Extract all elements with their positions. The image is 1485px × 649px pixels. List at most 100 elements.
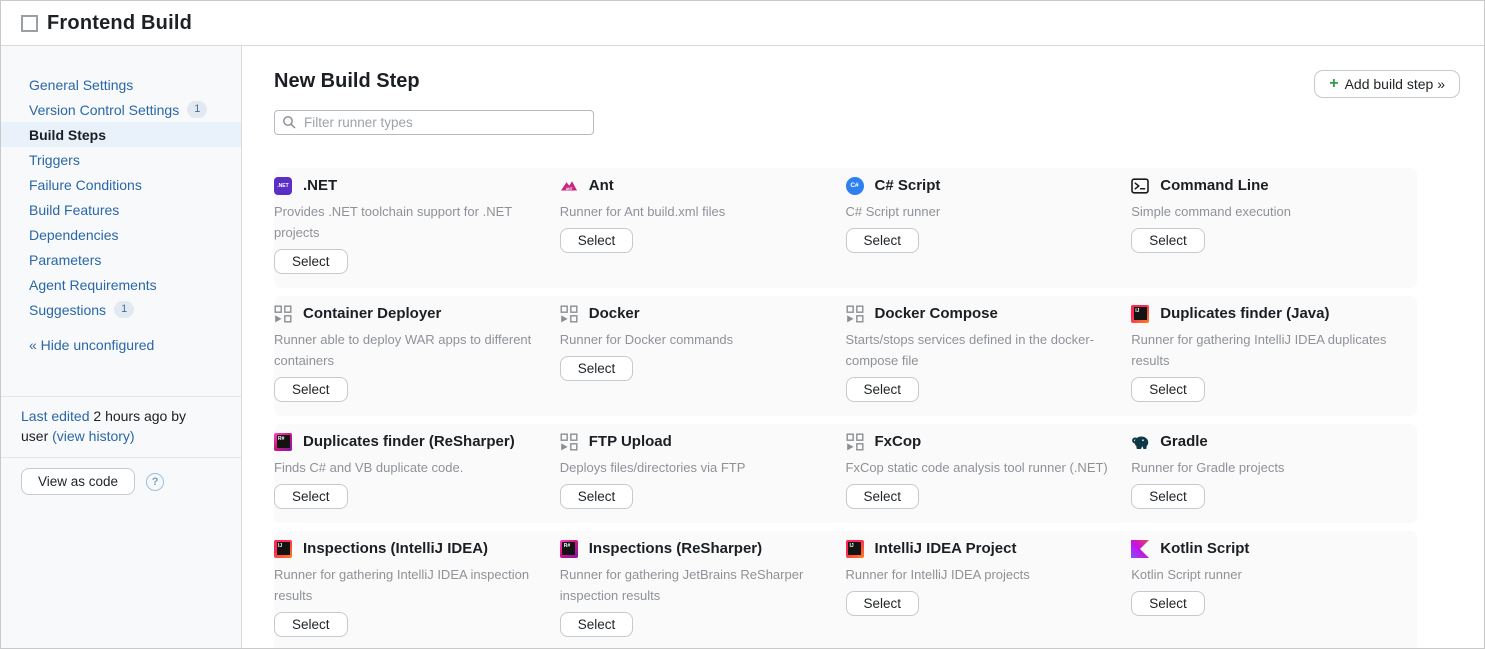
select-button[interactable]: Select [1131,228,1205,253]
sidebar-item-agent-requirements[interactable]: Agent Requirements [1,272,241,297]
resharper-icon: R# [274,432,292,451]
counter-badge: 1 [114,301,135,318]
add-build-step-button[interactable]: + Add build step » [1314,70,1460,98]
runner-grid: .NET .NET Provides .NET toolchain support … [274,168,1460,648]
select-button[interactable]: Select [1131,591,1205,616]
sidebar-hide-unconfigured-link[interactable]: « Hide unconfigured [1,332,241,357]
plus-icon: + [1329,75,1339,92]
select-button[interactable]: Select [845,591,920,616]
select-button[interactable]: Select [274,612,348,637]
select-button[interactable]: Select [559,228,634,253]
runner-description: Runner able to deploy WAR apps to differ… [274,332,532,368]
sidebar-item-label: Build Features [29,201,120,218]
sidebar-item-version-control-settings[interactable]: Version Control Settings 1 [1,97,241,122]
counter-badge: 1 [187,101,208,118]
dotnet-icon: .NET [274,176,292,195]
runner-description: Deploys files/directories via FTP [559,460,746,475]
filter-runner-types-input[interactable] [274,110,594,135]
runner-description: Provides .NET toolchain support for .NET… [274,204,512,240]
select-button[interactable]: Select [274,484,348,509]
kotlin-icon [1131,539,1150,558]
page-title: New Build Step [274,70,420,92]
sidebar-item-triggers[interactable]: Triggers [1,147,241,172]
select-button[interactable]: Select [845,484,920,509]
last-edited-text: 2 hours ago by user [21,408,187,444]
sidebar-item-label: Triggers [29,151,80,168]
runner-card-gradle: Gradle Runner for Gradle projects Select [1131,432,1417,509]
sidebar-item-dependencies[interactable]: Dependencies [1,222,241,247]
build-config-square-icon [21,14,38,32]
hide-unconfigured-label: « Hide unconfigured [29,336,155,353]
runner-name: Duplicates finder (Java) [1160,305,1330,322]
intellij-idea-icon: IJ [1131,304,1150,323]
view-history-link[interactable]: (view history) [52,428,135,444]
help-icon[interactable]: ? [146,472,165,491]
runner-name: Docker Compose [874,305,998,322]
resharper-icon: R# [559,539,578,558]
generic-runner-icon [846,305,864,323]
select-button[interactable]: Select [559,612,634,637]
runner-card-inspections-intellij-idea: IJ Inspections (IntelliJ IDEA) Runner for … [274,539,560,637]
sidebar-item-suggestions[interactable]: Suggestions 1 [1,297,241,322]
sidebar-item-label: Dependencies [29,226,119,243]
last-edited-link[interactable]: Last edited [21,408,90,424]
runner-name: FTP Upload [588,433,672,450]
last-edited-block: Last edited 2 hours ago by user (view hi… [1,397,241,457]
sidebar-item-parameters[interactable]: Parameters [1,247,241,272]
select-button[interactable]: Select [274,377,348,402]
sidebar-item-label: General Settings [29,76,134,93]
intellij-idea-icon: IJ [274,539,292,558]
runner-row: .NET .NET Provides .NET toolchain support … [274,168,1417,288]
divider [1,396,241,397]
runner-name: Gradle [1160,433,1208,450]
runner-description: Starts/stops services defined in the doc… [845,332,1095,368]
runner-name: Inspections (ReSharper) [588,540,763,557]
runner-card-c-script: C# C# Script C# Script runner Select [845,176,1132,274]
select-button[interactable]: Select [1131,484,1205,509]
runner-card-net: .NET .NET Provides .NET toolchain support … [274,176,560,274]
runner-row: IJ Inspections (IntelliJ IDEA) Runner for … [274,531,1417,648]
runner-card-docker: Docker Runner for Docker commands Select [559,304,846,402]
runner-card-ftp-upload: FTP Upload Deploys files/directories via … [559,432,846,509]
runner-card-docker-compose: Docker Compose Starts/stops services defi… [845,304,1132,402]
select-button[interactable]: Select [845,377,920,402]
page-header: Frontend Build [1,1,1484,46]
sidebar-item-build-steps[interactable]: Build Steps [1,122,241,147]
sidebar-item-general-settings[interactable]: General Settings [1,72,241,97]
runner-description: Runner for gathering IntelliJ IDEA dupli… [1131,332,1387,368]
runner-name: FxCop [874,433,922,450]
runner-row: Container Deployer Runner able to deploy … [274,296,1417,416]
runner-description: Runner for Docker commands [559,332,734,347]
runner-description: Runner for gathering IntelliJ IDEA inspe… [274,567,530,603]
runner-name: Ant [588,177,614,194]
main-content: New Build Step + Add build step » .NET.N… [242,46,1484,648]
terminal-icon [1131,177,1150,195]
runner-name: Inspections (IntelliJ IDEA) [303,540,489,557]
runner-description: Runner for Gradle projects [1131,460,1285,475]
sidebar-item-label: Parameters [29,251,102,268]
intellij-idea-icon: IJ [845,539,864,558]
select-button[interactable]: Select [845,228,920,253]
runner-card-kotlin-script: Kotlin Script Kotlin Script runner Select [1131,539,1417,637]
runner-name: Container Deployer [303,305,442,322]
view-as-code-button[interactable]: View as code [21,468,136,495]
select-button[interactable]: Select [1131,377,1205,402]
runner-name: IntelliJ IDEA Project [874,540,1017,557]
ant-icon: ANT [560,177,578,195]
select-button[interactable]: Select [274,249,348,274]
runner-name: Docker [588,305,640,322]
runner-name: Command Line [1160,177,1269,194]
runner-description: Runner for gathering JetBrains ReSharper… [559,567,804,603]
runner-row: R# Duplicates finder (ReSharper) Finds C# … [274,424,1417,523]
select-button[interactable]: Select [559,484,634,509]
runner-name: C# Script [874,177,941,194]
sidebar-item-failure-conditions[interactable]: Failure Conditions [1,172,241,197]
sidebar-item-label: Agent Requirements [29,276,157,293]
select-button[interactable]: Select [559,356,634,381]
runner-description: C# Script runner [845,204,941,219]
sidebar-item-build-features[interactable]: Build Features [1,197,241,222]
sidebar-nav: General Settings Version Control Settings… [1,72,241,322]
runner-description: Finds C# and VB duplicate code. [274,460,464,475]
runner-description: FxCop static code analysis tool runner (… [845,460,1108,475]
